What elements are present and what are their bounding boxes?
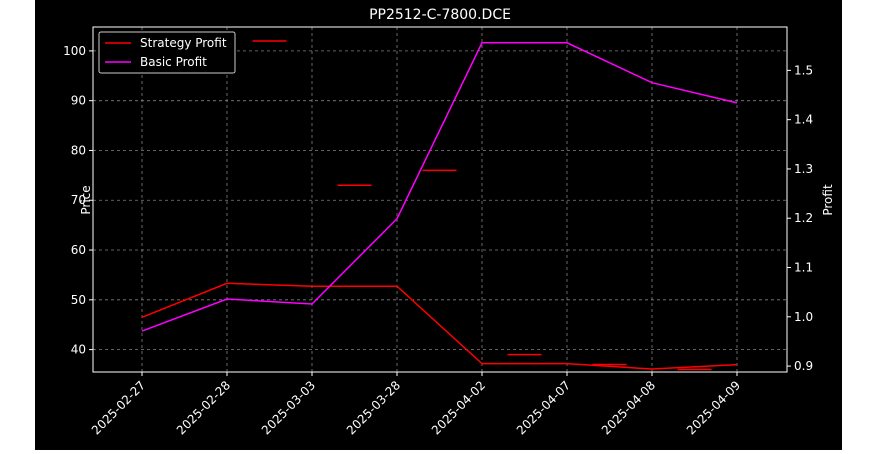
legend-label-basic-profit: Basic Profit bbox=[140, 55, 207, 69]
legend-box bbox=[98, 31, 236, 74]
y-tick-label-right: 0.9 bbox=[794, 359, 813, 373]
series-line-strategy-profit bbox=[141, 282, 738, 370]
series-line-basic-profit bbox=[141, 42, 738, 332]
y-tick-label-right: 1.0 bbox=[794, 310, 813, 324]
x-tick-label: 2025-03-03 bbox=[259, 378, 318, 437]
grid bbox=[93, 27, 787, 372]
price-axis: 40 50 60 70 80 90 100 bbox=[63, 44, 93, 357]
chart-title: PP2512-C-7800.DCE bbox=[369, 7, 511, 23]
y-tick-label-left: 100 bbox=[63, 44, 86, 58]
x-tick-label: 2025-02-27 bbox=[89, 378, 148, 437]
y-tick-label-left: 40 bbox=[71, 343, 86, 357]
chart-figure: PP2512-C-7800.DCE 40 50 60 70 80 90 100 0.9 1.0… bbox=[35, 0, 842, 450]
y-axis-label-right: Profit bbox=[821, 184, 835, 216]
y-tick-label-right: 1.5 bbox=[794, 63, 813, 77]
x-tick-label: 2025-02-28 bbox=[174, 378, 233, 437]
y-tick-label-left: 70 bbox=[71, 193, 86, 207]
x-tick-label: 2025-04-02 bbox=[429, 378, 488, 437]
y-tick-label-right: 1.3 bbox=[794, 162, 813, 176]
x-tick-label: 2025-03-28 bbox=[344, 378, 403, 437]
x-tick-label: 2025-04-07 bbox=[514, 378, 573, 437]
x-tick-label: 2025-04-09 bbox=[684, 378, 743, 437]
legend-label-strategy-profit: Strategy Profit bbox=[140, 36, 227, 50]
price-marks bbox=[167, 35, 712, 371]
y-tick-label-left: 60 bbox=[71, 243, 86, 257]
y-tick-label-right: 1.2 bbox=[794, 211, 813, 225]
x-tick-label: 2025-04-08 bbox=[599, 378, 658, 437]
legend: Strategy Profit Basic Profit bbox=[98, 31, 236, 74]
x-axis: 2025-02-27 2025-02-28 2025-03-03 2025-03-28… bbox=[89, 372, 743, 437]
profit-axis: 0.9 1.0 1.1 1.2 1.3 1.4 1.5 bbox=[787, 63, 813, 373]
y-tick-label-right: 1.4 bbox=[794, 113, 813, 127]
plot-frame bbox=[92, 26, 788, 373]
y-tick-label-right: 1.1 bbox=[794, 261, 813, 275]
series-lines bbox=[141, 42, 738, 370]
y-axis-label-left: Price bbox=[79, 185, 93, 214]
y-tick-label-left: 90 bbox=[71, 94, 86, 108]
chart-svg: PP2512-C-7800.DCE 40 50 60 70 80 90 100 0.9 1.0… bbox=[63, 7, 835, 437]
y-tick-label-left: 80 bbox=[71, 143, 86, 157]
y-tick-label-left: 50 bbox=[71, 293, 86, 307]
